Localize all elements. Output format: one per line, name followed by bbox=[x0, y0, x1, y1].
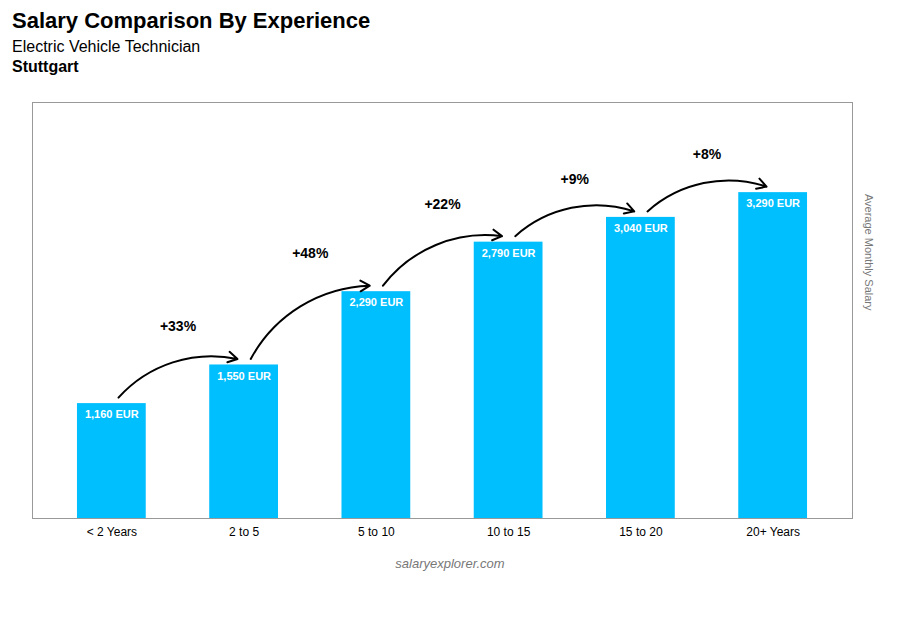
svg-text:2,790 EUR: 2,790 EUR bbox=[482, 247, 536, 259]
svg-text:1,160 EUR: 1,160 EUR bbox=[85, 408, 139, 420]
svg-text:< 2 Years: < 2 Years bbox=[87, 525, 137, 539]
svg-text:Average Monthly Salary: Average Monthly Salary bbox=[863, 194, 875, 311]
svg-text:20+ Years: 20+ Years bbox=[746, 525, 800, 539]
html-text:Salary Comparison By Experienc: Salary Comparison By Experience bbox=[12, 8, 371, 33]
svg-text:2 to 5: 2 to 5 bbox=[229, 525, 259, 539]
svg-text:3,040 EUR: 3,040 EUR bbox=[614, 222, 668, 234]
svg-text:2,290 EUR: 2,290 EUR bbox=[349, 296, 403, 308]
svg-text:+8%: +8% bbox=[693, 146, 722, 162]
html-text:Electric Vehicle Technician: Electric Vehicle Technician bbox=[12, 38, 201, 55]
svg-text:3,290 EUR: 3,290 EUR bbox=[746, 197, 800, 209]
svg-text:+9%: +9% bbox=[561, 171, 590, 187]
html-text:Stuttgart: Stuttgart bbox=[12, 58, 79, 75]
svg-text:+33%: +33% bbox=[160, 318, 197, 334]
svg-text:+48%: +48% bbox=[292, 245, 329, 261]
html-text:salaryexplorer.com: salaryexplorer.com bbox=[395, 556, 505, 571]
svg-text:15 to 20: 15 to 20 bbox=[619, 525, 663, 539]
svg-text:+22%: +22% bbox=[424, 196, 461, 212]
svg-text:1,550 EUR: 1,550 EUR bbox=[217, 369, 271, 381]
svg-text:5 to 10: 5 to 10 bbox=[358, 525, 395, 539]
svg-text:10 to 15: 10 to 15 bbox=[487, 525, 531, 539]
